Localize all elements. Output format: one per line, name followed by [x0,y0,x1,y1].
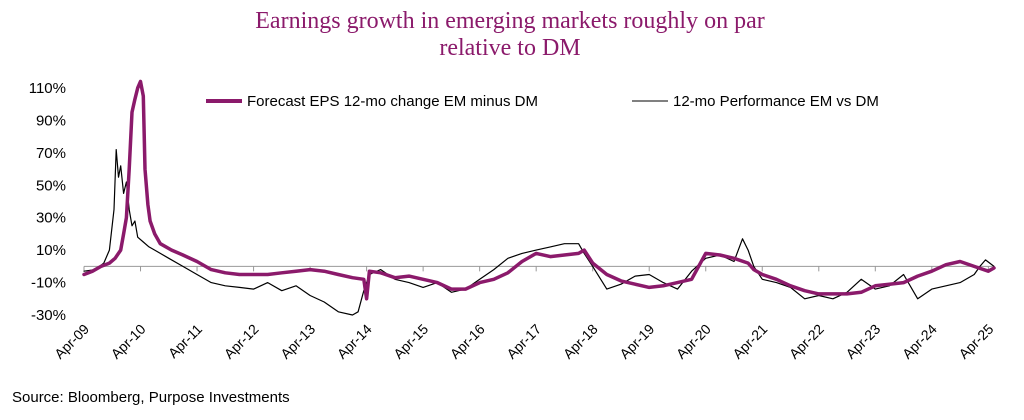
x-tick-label: Apr-22 [786,321,827,362]
x-tick-label: Apr-24 [899,321,940,362]
x-tick-label: Apr-23 [842,321,883,362]
x-tick-label: Apr-12 [221,321,262,362]
x-tick-label: Apr-15 [390,321,431,362]
x-tick-label: Apr-16 [447,321,488,362]
y-tick-label: 50% [36,177,66,194]
x-tick-label: Apr-20 [673,321,714,362]
y-tick-label: 90% [36,112,66,129]
chart-title: Earnings growth in emerging markets roug… [200,8,820,62]
x-tick-label: Apr-14 [334,321,375,362]
y-tick-label: 10% [36,242,66,259]
y-axis-labels: 110% 90% 70% 50% 30% 10% -10% -30% [29,80,66,324]
x-tick-label: Apr-13 [277,321,318,362]
series-line-forecast-eps [82,79,996,301]
x-tick-label: Apr-10 [108,321,149,362]
legend: Forecast EPS 12-mo change EM minus DM 12… [206,93,879,110]
x-tick-label: Apr-21 [729,321,770,362]
chart-title-line-1: Earnings growth in emerging markets roug… [255,8,765,34]
x-tick-label: Apr-17 [503,321,544,362]
y-tick-label: 30% [36,210,66,227]
legend-label-performance: 12-mo Performance EM vs DM [673,93,879,110]
series-layer [82,79,996,316]
x-tick-label: Apr-25 [955,321,996,362]
y-tick-label: -30% [31,307,66,324]
x-tick-label: Apr-19 [616,321,657,362]
x-tick-label: Apr-18 [560,321,601,362]
source-note: Source: Bloomberg, Purpose Investments [12,389,290,406]
y-tick-label: 70% [36,145,66,162]
x-axis-labels: Apr-09 Apr-10 Apr-11 Apr-12 Apr-13 Apr-14 Apr-… [51,321,997,362]
y-tick-label: 110% [29,80,66,97]
chart-title-line-2: relative to DM [439,35,581,61]
x-tick-label: Apr-11 [165,321,205,361]
series-line-performance [83,149,995,316]
x-tick-label: Apr-09 [51,321,92,362]
y-tick-label: -10% [31,275,66,292]
legend-label-forecast-eps: Forecast EPS 12-mo change EM minus DM [247,93,538,110]
